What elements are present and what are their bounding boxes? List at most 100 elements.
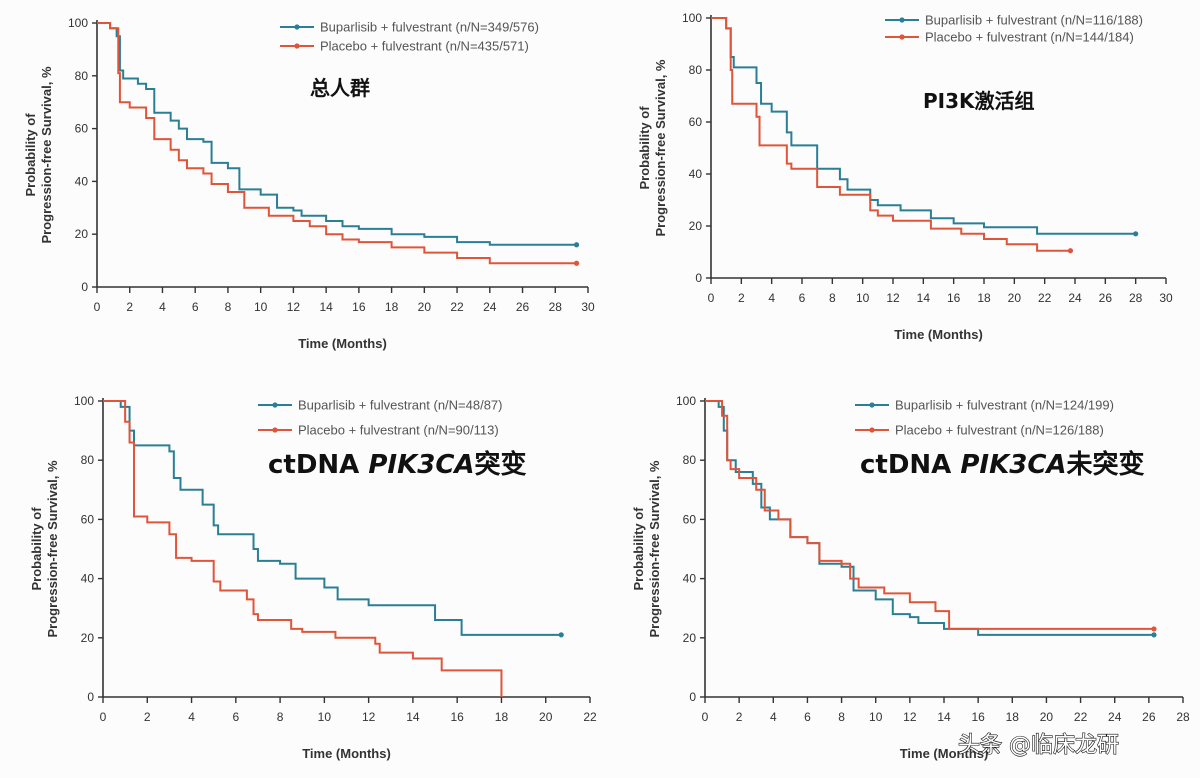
- panel-title-part: PI3K激活组: [923, 89, 1035, 113]
- legend-marker: [294, 24, 300, 30]
- y-tick-label: 20: [683, 631, 697, 645]
- x-tick-label: 6: [192, 300, 199, 314]
- x-tick-label: 22: [583, 710, 597, 724]
- y-tick-label: 40: [683, 572, 697, 586]
- panel-title: ctDNA PIK3CA突变: [268, 449, 527, 480]
- censor-mark: [558, 632, 564, 638]
- x-tick-label: 22: [1074, 710, 1088, 724]
- y-tick-label: 80: [689, 63, 703, 77]
- x-tick-label: 20: [1008, 291, 1022, 305]
- legend-marker: [869, 427, 875, 433]
- legend-label-buparlisib: Buparlisib + fulvestrant (n/N=349/576): [320, 20, 539, 35]
- y-tick-label: 0: [695, 271, 702, 285]
- censor-mark: [1151, 632, 1157, 638]
- y-tick-label: 60: [689, 115, 703, 129]
- y-tick-label: 40: [81, 572, 95, 586]
- legend-label-placebo: Placebo + fulvestrant (n/N=126/188): [895, 423, 1104, 438]
- x-tick-label: 2: [738, 291, 745, 305]
- x-tick-label: 2: [126, 300, 133, 314]
- watermark: 头条 @临床龙研: [958, 733, 1119, 758]
- y-tick-label: 20: [75, 227, 89, 241]
- legend-label-buparlisib: Buparlisib + fulvestrant (n/N=124/199): [895, 398, 1114, 413]
- y-tick-label: 100: [68, 16, 88, 30]
- y-tick-label: 100: [74, 394, 94, 408]
- x-tick-label: 8: [225, 300, 232, 314]
- x-tick-label: 28: [549, 300, 563, 314]
- x-tick-label: 24: [483, 300, 497, 314]
- km-curve-buparlisib: [97, 22, 577, 246]
- legend-label-buparlisib: Buparlisib + fulvestrant (n/N=48/87): [298, 398, 503, 413]
- x-tick-label: 18: [977, 291, 991, 305]
- x-tick-label: 12: [903, 710, 917, 724]
- y-axis-label: Probability of: [23, 113, 38, 197]
- panel-title: 总人群: [310, 76, 370, 100]
- y-tick-label: 100: [676, 394, 696, 408]
- x-tick-label: 26: [1099, 291, 1113, 305]
- x-tick-label: 4: [770, 710, 777, 724]
- x-tick-label: 22: [1038, 291, 1052, 305]
- y-tick-label: 60: [81, 512, 95, 526]
- x-tick-label: 26: [516, 300, 530, 314]
- x-axis-label: Time (Months): [900, 746, 989, 761]
- panel-title-part: 总人群: [310, 76, 370, 100]
- x-tick-label: 12: [287, 300, 301, 314]
- panel-title-part: ctDNA: [268, 450, 368, 480]
- x-tick-label: 30: [1159, 291, 1173, 305]
- y-axis-label: Progression-free Survival, %: [653, 59, 668, 236]
- x-tick-label: 10: [254, 300, 268, 314]
- legend-label-placebo: Placebo + fulvestrant (n/N=144/184): [925, 30, 1134, 45]
- y-axis-label: Progression-free Survival, %: [45, 460, 60, 637]
- legend-marker: [272, 427, 278, 433]
- y-tick-label: 40: [75, 174, 89, 188]
- x-tick-label: 24: [1108, 710, 1122, 724]
- y-axis-label: Probability of: [631, 507, 646, 591]
- x-tick-label: 18: [495, 710, 509, 724]
- x-tick-label: 6: [804, 710, 811, 724]
- x-tick-label: 6: [799, 291, 806, 305]
- x-tick-label: 12: [886, 291, 900, 305]
- x-tick-label: 10: [869, 710, 883, 724]
- x-tick-label: 0: [100, 710, 107, 724]
- censor-mark: [1151, 626, 1157, 632]
- y-tick-label: 0: [689, 690, 696, 704]
- y-tick-label: 40: [689, 167, 703, 181]
- x-tick-label: 16: [947, 291, 961, 305]
- x-tick-label: 10: [856, 291, 870, 305]
- x-tick-label: 4: [768, 291, 775, 305]
- y-tick-label: 80: [683, 453, 697, 467]
- x-tick-label: 20: [418, 300, 432, 314]
- censor-mark: [573, 260, 580, 266]
- x-tick-label: 26: [1142, 710, 1156, 724]
- panel-title: ctDNA PIK3CA未突变: [860, 449, 1145, 480]
- legend-marker: [294, 43, 300, 49]
- x-tick-label: 10: [318, 710, 332, 724]
- x-tick-label: 28: [1129, 291, 1143, 305]
- x-tick-label: 2: [736, 710, 743, 724]
- km-curve-placebo: [97, 22, 577, 265]
- x-tick-label: 0: [702, 710, 709, 724]
- legend-marker: [272, 402, 278, 408]
- x-tick-label: 4: [159, 300, 166, 314]
- legend-label-placebo: Placebo + fulvestrant (n/N=90/113): [298, 423, 499, 438]
- legend-marker: [869, 402, 875, 408]
- panel-title: PI3K激活组: [923, 89, 1035, 113]
- km-curve-placebo: [103, 400, 503, 697]
- x-tick-label: 4: [188, 710, 195, 724]
- x-tick-label: 20: [1040, 710, 1054, 724]
- y-tick-label: 0: [87, 690, 94, 704]
- panel-title-part: 未突变: [1067, 449, 1145, 480]
- x-tick-label: 6: [232, 710, 239, 724]
- legend-label-buparlisib: Buparlisib + fulvestrant (n/N=116/188): [925, 13, 1143, 28]
- y-tick-label: 20: [689, 219, 703, 233]
- x-tick-label: 28: [1176, 710, 1190, 724]
- km-curve-buparlisib: [103, 400, 562, 636]
- panel-title-part: PIK3CA: [368, 450, 474, 480]
- x-tick-label: 14: [937, 710, 951, 724]
- y-tick-label: 0: [81, 280, 88, 294]
- km-curve-buparlisib: [711, 17, 1136, 235]
